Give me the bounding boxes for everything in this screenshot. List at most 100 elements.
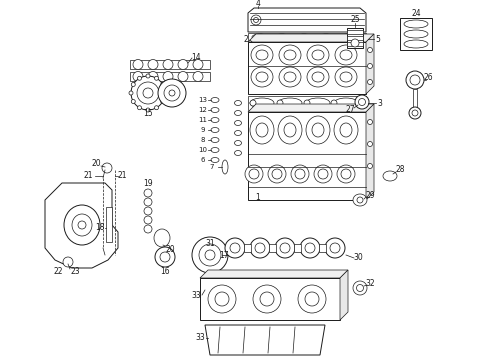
Ellipse shape xyxy=(284,50,296,60)
Ellipse shape xyxy=(144,216,152,224)
Polygon shape xyxy=(45,183,118,268)
Ellipse shape xyxy=(284,72,296,82)
Ellipse shape xyxy=(148,59,158,69)
Text: 33: 33 xyxy=(195,333,205,342)
Ellipse shape xyxy=(340,123,352,137)
Ellipse shape xyxy=(133,72,143,81)
Bar xyxy=(347,42,363,46)
Ellipse shape xyxy=(341,169,351,179)
Ellipse shape xyxy=(146,108,150,112)
Ellipse shape xyxy=(211,127,219,132)
Ellipse shape xyxy=(250,238,270,258)
Ellipse shape xyxy=(225,238,245,258)
Ellipse shape xyxy=(215,292,229,306)
Text: 2: 2 xyxy=(243,36,248,45)
Ellipse shape xyxy=(230,243,240,253)
Text: 20: 20 xyxy=(165,246,175,255)
Ellipse shape xyxy=(169,90,175,96)
Ellipse shape xyxy=(131,76,165,110)
Text: 8: 8 xyxy=(201,137,205,143)
Ellipse shape xyxy=(256,123,268,137)
Ellipse shape xyxy=(158,79,186,107)
Ellipse shape xyxy=(275,238,295,258)
Bar xyxy=(400,18,432,50)
Ellipse shape xyxy=(304,100,310,106)
Ellipse shape xyxy=(340,34,356,40)
Bar xyxy=(130,72,210,81)
Ellipse shape xyxy=(335,67,357,87)
Text: 26: 26 xyxy=(423,73,433,82)
Ellipse shape xyxy=(138,76,142,80)
Ellipse shape xyxy=(78,221,86,229)
Ellipse shape xyxy=(235,150,242,156)
Ellipse shape xyxy=(305,292,319,306)
Ellipse shape xyxy=(249,169,259,179)
Ellipse shape xyxy=(307,67,329,87)
Ellipse shape xyxy=(154,229,170,247)
Ellipse shape xyxy=(284,123,296,137)
Text: 20: 20 xyxy=(91,159,101,168)
Ellipse shape xyxy=(148,72,158,81)
Ellipse shape xyxy=(235,111,242,116)
Ellipse shape xyxy=(335,45,357,65)
Bar xyxy=(347,36,363,40)
Ellipse shape xyxy=(255,243,265,253)
Ellipse shape xyxy=(256,72,268,82)
Ellipse shape xyxy=(251,45,273,65)
Ellipse shape xyxy=(330,243,340,253)
Ellipse shape xyxy=(193,72,203,81)
Ellipse shape xyxy=(306,116,330,144)
Bar xyxy=(294,244,301,252)
Ellipse shape xyxy=(144,207,152,215)
Bar xyxy=(244,244,251,252)
Polygon shape xyxy=(366,34,374,94)
Ellipse shape xyxy=(368,120,372,125)
Ellipse shape xyxy=(253,18,259,22)
Ellipse shape xyxy=(279,45,301,65)
Text: 22: 22 xyxy=(53,267,63,276)
Ellipse shape xyxy=(178,59,188,69)
Ellipse shape xyxy=(291,165,309,183)
Ellipse shape xyxy=(298,285,326,313)
Text: 28: 28 xyxy=(395,166,405,175)
Ellipse shape xyxy=(312,72,324,82)
Ellipse shape xyxy=(235,140,242,145)
Ellipse shape xyxy=(129,91,133,95)
Ellipse shape xyxy=(404,30,428,38)
Bar xyxy=(347,28,363,48)
Ellipse shape xyxy=(359,99,366,105)
Ellipse shape xyxy=(383,171,397,181)
Ellipse shape xyxy=(193,59,203,69)
Ellipse shape xyxy=(144,189,152,197)
Ellipse shape xyxy=(256,50,268,60)
Text: 32: 32 xyxy=(365,279,375,288)
Text: 30: 30 xyxy=(353,253,363,262)
Text: 31: 31 xyxy=(205,238,215,248)
Ellipse shape xyxy=(161,82,165,86)
Ellipse shape xyxy=(357,284,364,292)
Ellipse shape xyxy=(410,75,420,85)
Ellipse shape xyxy=(334,98,358,108)
Ellipse shape xyxy=(404,20,428,28)
Ellipse shape xyxy=(268,165,286,183)
Ellipse shape xyxy=(131,99,135,104)
Ellipse shape xyxy=(368,163,372,168)
Ellipse shape xyxy=(164,85,180,101)
Ellipse shape xyxy=(351,39,359,47)
Ellipse shape xyxy=(154,106,158,110)
Ellipse shape xyxy=(306,98,330,108)
Bar xyxy=(248,42,366,94)
Polygon shape xyxy=(248,104,374,112)
Ellipse shape xyxy=(368,48,372,53)
Ellipse shape xyxy=(155,247,175,267)
Text: 13: 13 xyxy=(198,97,207,103)
Ellipse shape xyxy=(358,100,364,106)
Ellipse shape xyxy=(278,98,302,108)
Ellipse shape xyxy=(368,80,372,85)
Ellipse shape xyxy=(272,169,282,179)
Ellipse shape xyxy=(280,243,290,253)
Ellipse shape xyxy=(144,198,152,206)
Ellipse shape xyxy=(412,110,418,116)
Ellipse shape xyxy=(211,117,219,122)
Text: 24: 24 xyxy=(411,9,421,18)
